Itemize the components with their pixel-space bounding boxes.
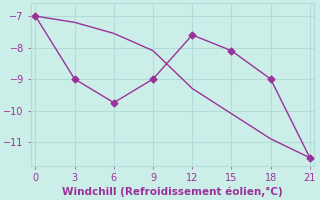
X-axis label: Windchill (Refroidissement éolien,°C): Windchill (Refroidissement éolien,°C) bbox=[62, 186, 283, 197]
